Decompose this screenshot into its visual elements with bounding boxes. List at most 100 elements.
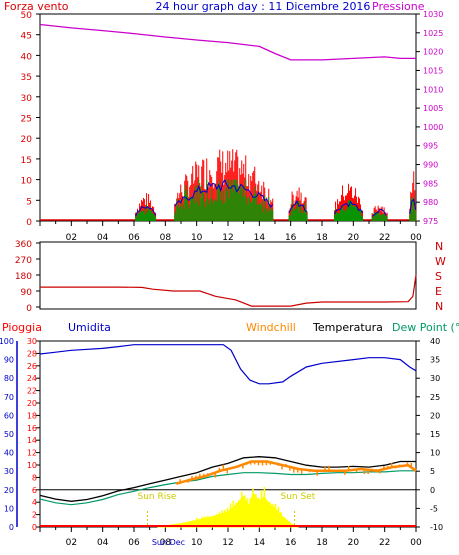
wind-axis-label: 40 — [21, 52, 33, 62]
wind-axis-label: 15 — [21, 156, 32, 166]
wind-axis-label: 20 — [21, 135, 33, 145]
time-axis-label: 20 — [348, 233, 360, 243]
wind-legend: Forza vento — [4, 0, 69, 13]
temperature-axis-label: -10 — [430, 523, 443, 532]
dewpoint-line — [39, 470, 416, 506]
rain-axis-label: 6 — [32, 486, 37, 495]
time-axis-label: 14 — [254, 538, 266, 548]
pressure-axis-label: 990 — [423, 161, 438, 170]
pressure-axis-label: 1015 — [423, 66, 443, 75]
time-axis-label: 06 — [128, 233, 140, 243]
time-axis-label: 00 — [410, 538, 422, 548]
time-axis-label: 04 — [97, 538, 109, 548]
humidity-line — [39, 344, 417, 385]
time-axis-label: 06 — [128, 538, 140, 548]
humidity-axis-label: 70 — [4, 393, 14, 402]
humidity-axis-label: 90 — [4, 356, 14, 365]
rain-axis-label: 0 — [32, 523, 37, 532]
rain-axis-label: 4 — [32, 498, 37, 507]
time-axis-label: 20 — [348, 538, 360, 548]
pressure-axis-label: 1030 — [423, 10, 443, 19]
pressure-series — [39, 23, 416, 61]
pressure-axis-label: 995 — [423, 142, 438, 151]
humidity-legend: Umidita — [68, 321, 111, 334]
wind-bars — [40, 149, 417, 221]
rain-axis-label: 18 — [27, 411, 37, 420]
time-axis-label: 18 — [316, 538, 328, 548]
wind-average-line — [135, 205, 157, 217]
humidity-axis-label: 50 — [4, 430, 14, 439]
rain-axis-label: 2 — [32, 511, 37, 520]
sunrise-label: Sun Rise — [138, 492, 177, 502]
temperature-line — [39, 456, 416, 502]
direction-axis-label: 180 — [15, 272, 32, 282]
wind-axis-label: 0 — [26, 218, 32, 228]
rain-legend: Pioggia — [2, 321, 42, 334]
temperature-legend: Temperatura — [312, 321, 383, 334]
rain-axis-label: 24 — [27, 374, 37, 383]
humidity-axis-label: 0 — [9, 523, 14, 532]
wind-axis-label: 25 — [21, 115, 32, 125]
time-axis-label: 02 — [66, 538, 77, 548]
sunset-label: Sun Set — [281, 492, 316, 502]
humidity-axis-label: 30 — [4, 467, 14, 476]
temperature-axis-label: 10 — [430, 449, 440, 458]
time-axis-label: 02 — [66, 233, 77, 243]
windchill-legend: Windchill — [246, 321, 296, 334]
time-axis-label: 10 — [191, 233, 203, 243]
direction-line — [40, 274, 417, 307]
rain-axis-label: 20 — [27, 399, 37, 408]
pressure-line — [39, 23, 416, 61]
humidity-axis-label: 20 — [4, 486, 14, 495]
weather-panel-frame — [39, 340, 417, 528]
dewpoint-legend: Dew Point (°C — [392, 321, 459, 334]
rain-axis-label: 12 — [27, 449, 37, 458]
compass-label: S — [435, 270, 442, 283]
axis-labels: 5045403530252015105010301025102010151010… — [0, 10, 446, 548]
time-axis-label: 22 — [379, 233, 390, 243]
compass-label: W — [435, 255, 446, 268]
direction-axis-label: 90 — [21, 288, 33, 298]
date-label: Sun Dec — [152, 538, 185, 547]
temperature-axis-label: 5 — [430, 467, 435, 476]
pressure-axis-label: 1005 — [423, 104, 443, 113]
wind-axis-label: 50 — [21, 11, 33, 21]
rain-axis-label: 22 — [27, 387, 37, 396]
axis-ticks — [16, 13, 420, 532]
pressure-axis-label: 1000 — [423, 123, 443, 132]
compass-label: N — [435, 300, 443, 313]
wind-average-line — [334, 200, 363, 215]
humidity-axis-label: 10 — [4, 504, 14, 513]
wind-axis-label: 30 — [21, 94, 33, 104]
compass-label: N — [435, 240, 443, 253]
rain-axis-label: 16 — [27, 424, 37, 433]
temperature-axis-label: -5 — [430, 504, 438, 513]
rain-axis-label: 30 — [27, 337, 37, 346]
temperature-axis-label: 30 — [430, 374, 440, 383]
direction-axis-label: 0 — [26, 304, 32, 314]
pressure-axis-label: 1025 — [423, 29, 443, 38]
time-axis-label: 10 — [191, 538, 203, 548]
temperature-axis-label: 40 — [430, 337, 440, 346]
humidity-axis-label: 40 — [4, 449, 14, 458]
wind-average-line — [288, 199, 308, 213]
wind-axis-label: 5 — [26, 197, 32, 207]
time-axis-label: 12 — [222, 538, 233, 548]
wind-axis-label: 10 — [21, 177, 33, 187]
time-axis-label: 22 — [379, 538, 390, 548]
temperature-axis-label: 35 — [430, 356, 440, 365]
humidity-axis-label: 80 — [4, 374, 14, 383]
compass-label: E — [435, 285, 442, 298]
wind-average-line — [371, 208, 387, 217]
pressure-axis-label: 980 — [423, 198, 438, 207]
wind-average-line — [174, 179, 274, 209]
wind-axis-label: 45 — [21, 32, 32, 42]
rain-axis-label: 8 — [32, 473, 37, 482]
time-axis-label: 08 — [160, 233, 172, 243]
wind-average-line — [409, 198, 417, 215]
rain-axis-label: 14 — [27, 436, 37, 445]
pressure-axis-label: 985 — [423, 179, 438, 188]
time-axis-label: 08 — [160, 538, 172, 548]
direction-series — [40, 274, 417, 307]
rain-axis-label: 28 — [27, 349, 37, 358]
